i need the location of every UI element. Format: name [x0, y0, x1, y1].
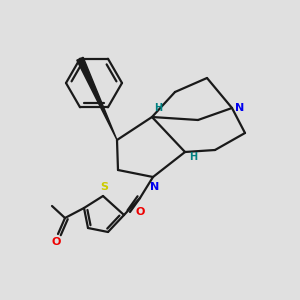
Polygon shape	[77, 57, 117, 140]
Text: S: S	[100, 182, 108, 192]
Text: N: N	[150, 182, 160, 192]
Text: O: O	[51, 237, 61, 247]
Text: H: H	[189, 152, 197, 162]
Text: N: N	[235, 103, 244, 113]
Text: O: O	[136, 207, 146, 217]
Text: H: H	[154, 103, 162, 113]
